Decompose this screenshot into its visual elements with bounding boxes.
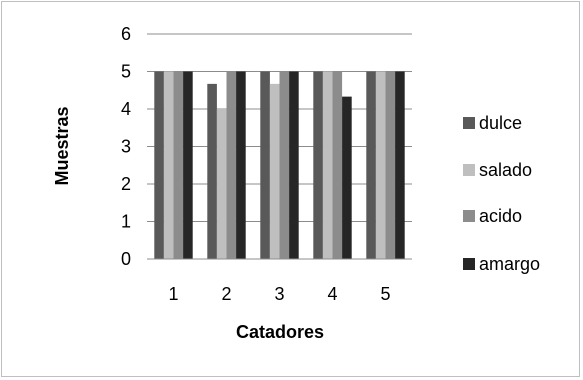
y-axis-title: Muestras xyxy=(52,106,72,185)
x-tick-label: 5 xyxy=(380,284,390,304)
y-tick-label: 6 xyxy=(121,24,131,44)
y-tick-label: 2 xyxy=(121,174,131,194)
bar-salado-1 xyxy=(163,71,174,259)
legend: dulce salado acido amargo xyxy=(463,113,540,274)
legend-swatch-salado xyxy=(463,164,475,176)
bar-dulce-3 xyxy=(260,71,270,259)
y-tick-label: 4 xyxy=(121,99,131,119)
bar-amargo-5 xyxy=(395,71,405,259)
bar-salado-5 xyxy=(375,71,386,259)
bar-dulce-5 xyxy=(366,71,376,259)
x-tick-labels: 1 2 3 4 5 xyxy=(168,284,390,304)
bar-acido-2 xyxy=(226,71,237,259)
legend-label-amargo: amargo xyxy=(479,254,540,274)
legend-label-salado: salado xyxy=(479,160,532,180)
bar-acido-1 xyxy=(173,71,184,259)
bar-amargo-3 xyxy=(289,71,299,259)
bar-salado-2 xyxy=(216,109,227,259)
bar-dulce-4 xyxy=(313,71,323,259)
x-tick-label: 3 xyxy=(274,284,284,304)
legend-swatch-dulce xyxy=(463,117,475,129)
bar-dulce-1 xyxy=(154,71,164,259)
x-tick-label: 2 xyxy=(221,284,231,304)
y-tick-label: 5 xyxy=(121,62,131,82)
y-tick-label: 0 xyxy=(121,249,131,269)
legend-swatch-amargo xyxy=(463,258,475,270)
bars xyxy=(154,71,405,259)
bar-acido-5 xyxy=(385,71,396,259)
bar-acido-3 xyxy=(279,71,290,259)
bar-dulce-2 xyxy=(207,83,217,259)
bar-salado-4 xyxy=(322,71,333,259)
bar-salado-3 xyxy=(269,83,280,259)
y-tick-labels: 0 1 2 3 4 5 6 xyxy=(121,24,131,269)
y-tick-label: 1 xyxy=(121,212,131,232)
bar-amargo-1 xyxy=(183,71,193,259)
legend-swatch-acido xyxy=(463,210,475,222)
x-tick-label: 1 xyxy=(168,284,178,304)
legend-label-acido: acido xyxy=(479,206,522,226)
x-tick-label: 4 xyxy=(327,284,337,304)
legend-label-dulce: dulce xyxy=(479,113,522,133)
x-axis-title: Catadores xyxy=(236,322,324,342)
bar-amargo-2 xyxy=(236,71,246,259)
bar-amargo-4 xyxy=(342,96,352,259)
y-tick-label: 3 xyxy=(121,137,131,157)
bar-acido-4 xyxy=(332,71,343,259)
